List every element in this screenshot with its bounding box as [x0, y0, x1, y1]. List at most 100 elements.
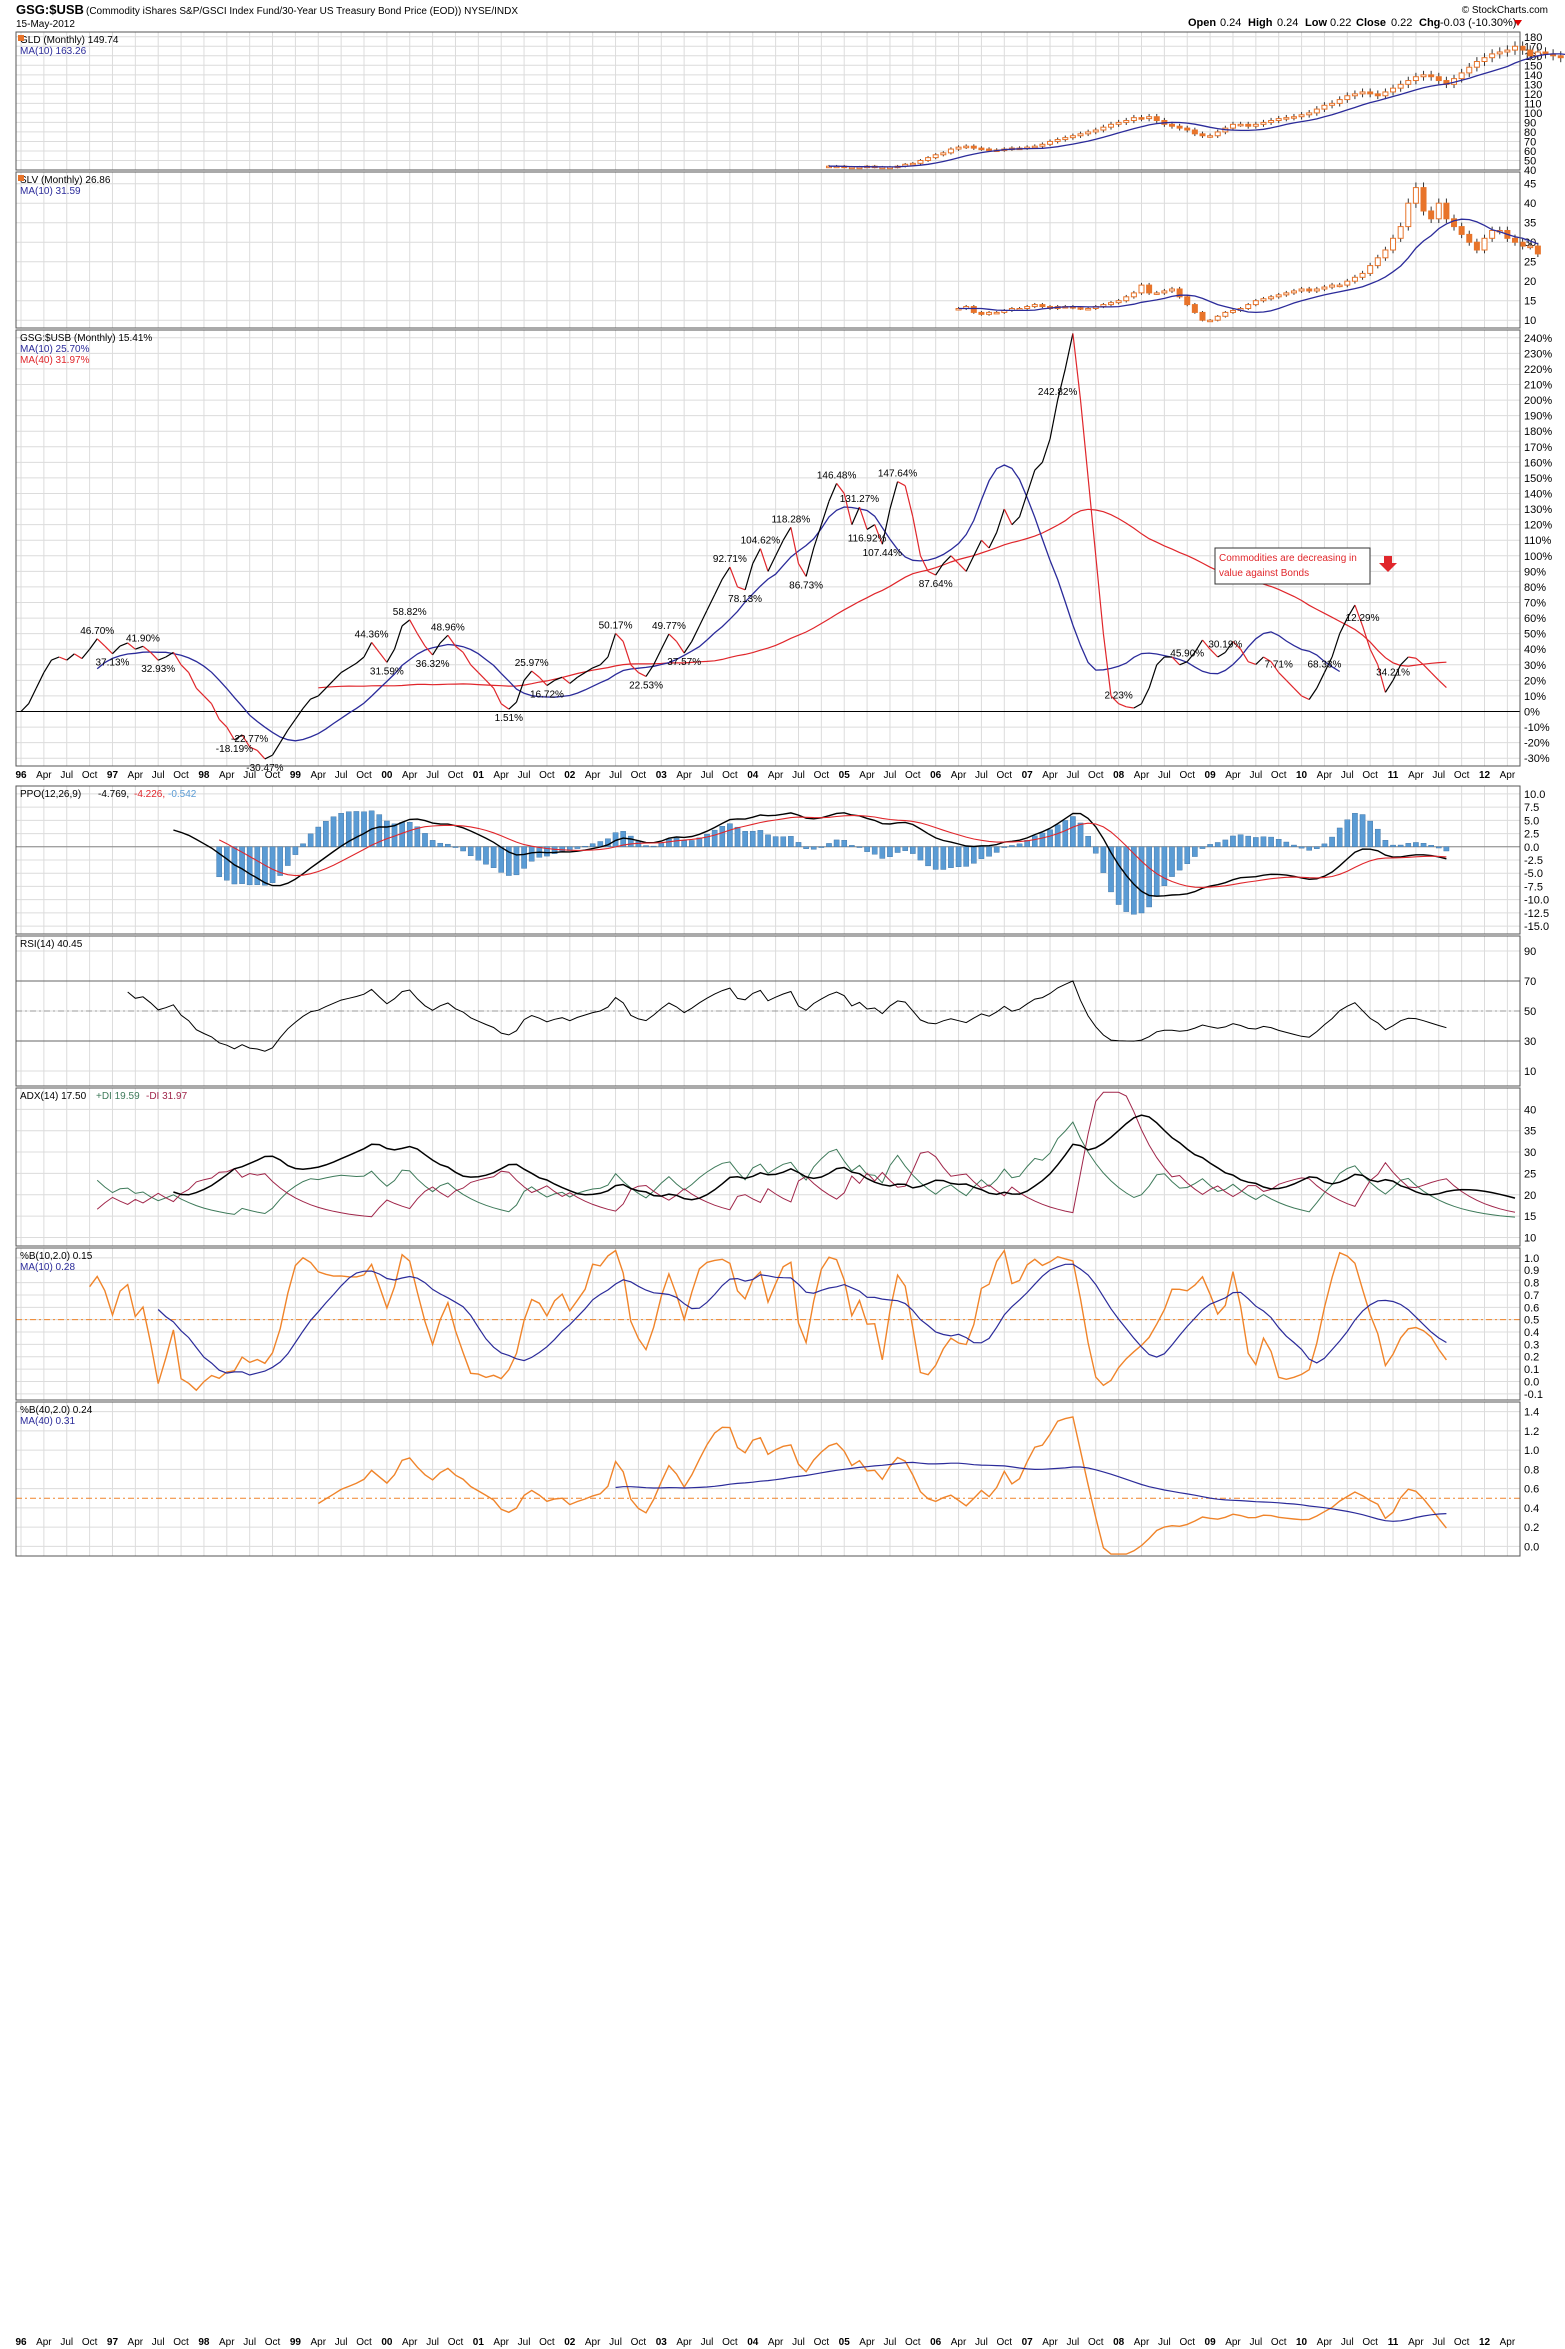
ohlc-readout: Open 0.24 High 0.24 Low 0.22 Close 0.22 … [1188, 17, 1522, 29]
y-tick-label: 140% [1524, 489, 1552, 501]
histogram-bar [1237, 834, 1244, 847]
y-tick-label: 0.0 [1524, 1376, 1539, 1388]
peak-label: 2.23% [1104, 691, 1132, 702]
price-segment [279, 729, 289, 743]
x-month-label: Oct [1271, 770, 1287, 781]
y-tick-label: 190% [1524, 411, 1552, 423]
y-tick-label: 10 [1524, 1232, 1536, 1244]
peak-label: 92.71% [713, 554, 747, 565]
high-value: 0.24 [1277, 17, 1298, 29]
legend-ppo: PPO(12,26,9) [20, 789, 81, 800]
price-segment [1064, 333, 1074, 370]
price-segment [737, 586, 746, 591]
histogram-bar [1382, 840, 1389, 847]
candle-body [1420, 74, 1427, 78]
price-segment [1255, 656, 1264, 665]
price-segment [592, 664, 601, 669]
price-segment [668, 633, 677, 642]
candle-body [1283, 292, 1290, 296]
annotation: Commodities are decreasing in value agai… [1214, 547, 1397, 585]
candle-body [1039, 143, 1046, 147]
x-month-label: Apr [493, 2337, 509, 2348]
price-segment [35, 672, 45, 689]
y-tick-label: 20% [1524, 675, 1546, 687]
candle-body [1336, 284, 1343, 288]
histogram-bar [1016, 843, 1023, 847]
histogram-bar [1039, 832, 1046, 847]
y-tick-label: 120 [1524, 89, 1542, 101]
price-segment [1361, 625, 1371, 650]
histogram-bar [330, 816, 337, 847]
peak-label: 58.82% [393, 607, 427, 618]
histogram-bar [1108, 846, 1114, 893]
candle-body [1237, 123, 1244, 127]
x-month-label: Jul [1341, 2337, 1354, 2348]
x-year-label: 99 [290, 2337, 302, 2348]
candle-body [917, 159, 924, 164]
price-segment [333, 672, 342, 681]
price-segment [1186, 651, 1196, 663]
x-month-label: Apr [493, 770, 509, 781]
x-month-label: Apr [1042, 770, 1058, 781]
panel-gld: 405060708090100110120130140150160170180G… [15, 31, 1565, 177]
y-tick-label: -0.1 [1524, 1389, 1543, 1401]
candle-body [963, 145, 970, 149]
x-month-label: Apr [1225, 770, 1241, 781]
y-tick-label: 40 [1524, 1104, 1536, 1116]
histogram-bar [353, 811, 360, 847]
candle-body [1481, 57, 1488, 63]
price-segment [790, 527, 800, 564]
y-tick-label: 50 [1524, 1006, 1536, 1018]
price-segment [74, 653, 83, 660]
price-segment [241, 734, 251, 748]
panel-frame [15, 1401, 1521, 1557]
histogram-bar [696, 837, 703, 847]
legend-mdi: -DI 31.97 [146, 1091, 188, 1102]
y-tick-label: 70 [1524, 136, 1536, 148]
price-segment [317, 687, 327, 697]
x-month-label: Apr [1408, 2337, 1424, 2348]
price-segment [653, 648, 662, 666]
price-segment [721, 566, 731, 580]
price-segment [1293, 687, 1303, 697]
price-segment [188, 672, 197, 689]
x-year-label: 98 [198, 2337, 210, 2348]
histogram-bar [841, 840, 848, 847]
annotation-box [1214, 547, 1371, 585]
y-tick-label: 150 [1524, 60, 1542, 72]
candle-body [1382, 249, 1389, 259]
price-segment [1377, 664, 1386, 693]
annotation-line1: Commodities are decreasing in [1219, 553, 1357, 564]
peak-label: 86.73% [789, 580, 823, 591]
panel-frame [15, 329, 1521, 767]
histogram-bar [1306, 846, 1312, 851]
histogram-bar [1077, 822, 1084, 847]
price-segment [797, 563, 807, 577]
histogram-bar [445, 843, 451, 847]
candle-body [1473, 61, 1480, 68]
histogram-bar [772, 836, 779, 847]
candle-body [1115, 121, 1122, 125]
panel-ppo: -15.0-12.5-10.0 -7.5-5.0-2.50.02.5 5.07.51… [15, 785, 1549, 935]
price-segment [1392, 664, 1402, 681]
candle-body [1351, 93, 1358, 97]
histogram-bar [627, 835, 634, 847]
peak-label: 41.90% [126, 633, 160, 644]
price-segment [1217, 651, 1226, 658]
price-segment [1079, 400, 1089, 478]
price-segment [1438, 679, 1447, 688]
histogram-bar [1024, 840, 1030, 847]
candle-body [1397, 83, 1404, 89]
histogram-bar [1131, 846, 1137, 915]
candle-body [1329, 284, 1336, 288]
price-segment [272, 742, 281, 756]
x-month-label: Apr [676, 770, 692, 781]
x-year-label: 09 [1205, 770, 1217, 781]
price-segment [615, 632, 624, 642]
x-month-label: Jul [884, 2337, 897, 2348]
y-tick-label: -15.0 [1524, 921, 1549, 933]
price-segment [1331, 633, 1341, 658]
candle-body [1268, 120, 1275, 123]
y-tick-label: 10% [1524, 691, 1546, 703]
red-down-arrow-icon [1379, 556, 1397, 572]
